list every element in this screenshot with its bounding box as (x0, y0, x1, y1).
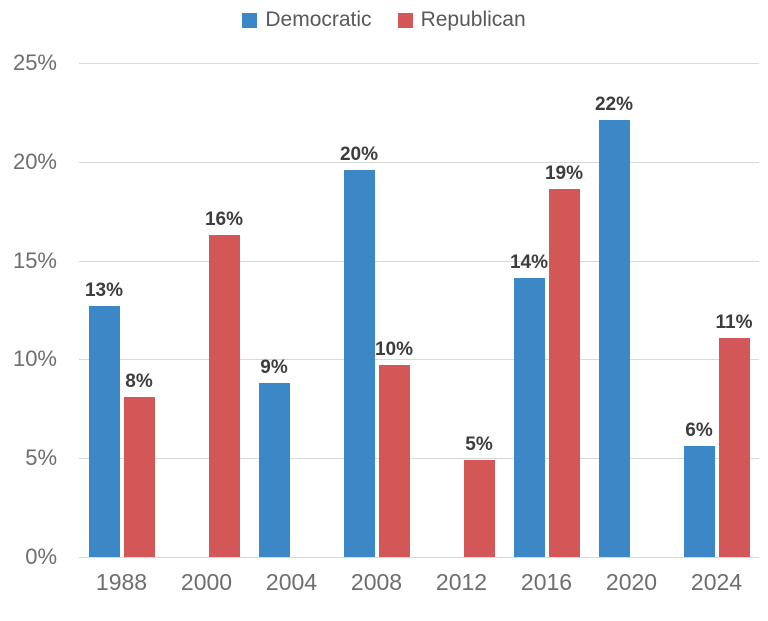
gridline (79, 359, 759, 361)
y-axis: 0% 5% 10% 15% 20% 25% (0, 50, 57, 569)
bar-value-label: 16% (204, 209, 244, 230)
bar-republican-1988 (123, 397, 155, 557)
y-tick-label: 5% (25, 445, 57, 471)
bar-value-label: 8% (125, 371, 153, 392)
bar-value-label: 22% (594, 94, 634, 115)
bar-value-label: 13% (84, 280, 124, 301)
bar-group-2004: 9% (249, 63, 334, 557)
bar-group-2012: 5% (419, 63, 504, 557)
bar-value-label: 11% (715, 312, 753, 333)
x-tick-label-1988: 1988 (95, 569, 148, 595)
chart-legend: Democratic Republican (0, 8, 768, 32)
y-tick-label: 20% (12, 148, 57, 174)
bar-republican-2024 (718, 338, 750, 557)
bar-republican-2008 (378, 365, 410, 557)
bar-republican-2016 (548, 189, 580, 557)
bar-republican-2012 (463, 460, 495, 557)
bar-value-label: 14% (509, 252, 549, 273)
bar-democratic-2004 (258, 383, 290, 557)
y-tick-label: 0% (25, 544, 57, 569)
x-tick-label-2004: 2004 (265, 569, 318, 595)
bar-democratic-2024 (683, 446, 715, 557)
x-tick-label-2000: 2000 (180, 569, 233, 595)
legend-item-republican: Republican (397, 8, 526, 32)
bar-group-2016: 14% 19% (504, 63, 589, 557)
bar-value-label: 19% (544, 163, 584, 184)
gridline (79, 557, 759, 558)
x-tick-label-2008: 2008 (350, 569, 403, 595)
bar-value-label: 20% (339, 144, 379, 165)
legend-item-democratic: Democratic (242, 8, 372, 32)
democratic-swatch-icon (242, 12, 258, 28)
gridline (79, 458, 759, 460)
bar-value-label: 5% (465, 434, 493, 455)
bar-group-2008: 20% 10% (334, 63, 419, 557)
gridline (79, 260, 759, 262)
bar-democratic-2016 (513, 278, 545, 557)
legend-label-republican: Republican (420, 8, 526, 31)
y-tick-label: 15% (12, 247, 57, 273)
bar-value-label: 10% (374, 339, 414, 360)
bar-group-2024: 6% 11% (674, 63, 759, 557)
legend-label-democratic: Democratic (265, 8, 372, 31)
bar-group-1988: 13% 8% (79, 63, 164, 557)
bar-democratic-1988 (88, 306, 120, 557)
x-tick-label-2016: 2016 (520, 569, 573, 595)
y-tick-label: 10% (12, 346, 57, 372)
bar-republican-2000 (208, 235, 240, 557)
x-axis: 1988 2000 2004 2008 2012 2016 2020 2024 (79, 569, 759, 599)
y-tick-label: 25% (12, 50, 57, 75)
bar-democratic-2020 (598, 120, 630, 557)
gridline (79, 63, 759, 64)
x-tick-label-2012: 2012 (435, 569, 488, 595)
bar-democratic-2008 (343, 170, 375, 557)
x-tick-label-2024: 2024 (690, 569, 743, 595)
plot-area: 13% 8% 16% 9% 20% 10% 5% 14% 19% 22% 6% 11% (79, 63, 759, 558)
bar-value-label: 9% (260, 357, 288, 378)
bar-group-2000: 16% (164, 63, 249, 557)
x-tick-label-2020: 2020 (605, 569, 658, 595)
bar-group-2020: 22% (589, 63, 674, 557)
republican-swatch-icon (397, 12, 413, 28)
bar-value-label: 6% (685, 420, 713, 441)
gridline (79, 161, 759, 163)
